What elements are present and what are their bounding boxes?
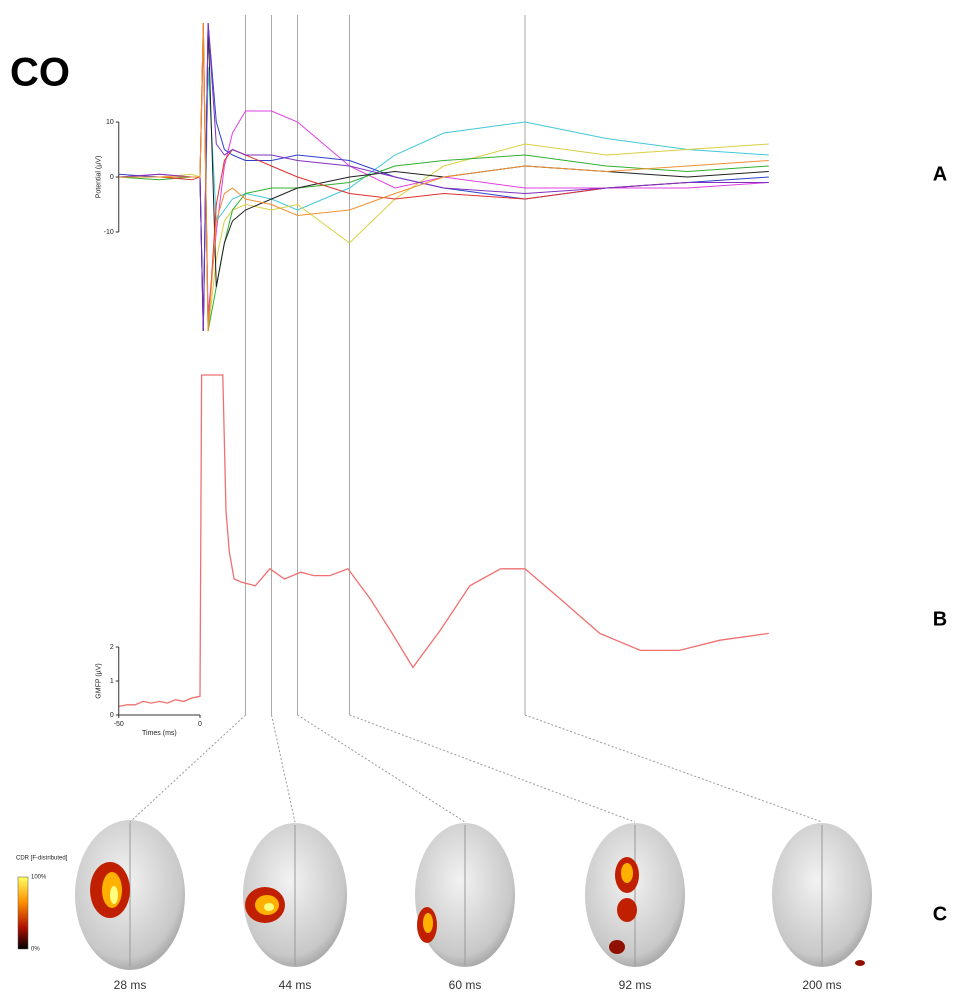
x-tick-label: 0	[198, 721, 202, 728]
brain	[415, 823, 515, 967]
brain-maps	[75, 820, 872, 970]
y-tick-label: 1	[110, 678, 114, 685]
brain	[772, 823, 872, 967]
y-tick-label: 2	[110, 644, 114, 651]
colorbar-label: 100%	[31, 875, 47, 881]
plot-area	[118, 374, 769, 708]
panel-label: C	[933, 903, 947, 925]
marker-connector	[297, 714, 466, 823]
data-line	[118, 374, 769, 708]
colorbar-label: 0%	[31, 947, 40, 953]
colorbar-title: CDR [F-distributed]	[16, 856, 68, 862]
y-tick-label: 0	[110, 174, 114, 181]
marker-connector	[524, 714, 823, 823]
brain	[585, 823, 685, 967]
brain	[243, 823, 347, 967]
brain-time-label: 44 ms	[279, 978, 312, 992]
panel-label: B	[933, 608, 947, 630]
panel-label: A	[933, 163, 947, 185]
plot-area	[118, 22, 769, 332]
y-tick-label: 10	[106, 119, 114, 126]
y-axis-label: Potential (µV)	[96, 156, 103, 199]
brain-time-label: 28 ms	[114, 978, 147, 992]
x-axis-label: Times (ms)	[142, 730, 177, 737]
brain-time-label: 92 ms	[619, 978, 652, 992]
marker-connector	[271, 714, 296, 823]
y-axis-label: GMFP (µV)	[96, 663, 103, 698]
marker-connector	[349, 714, 636, 823]
colorbar	[17, 876, 29, 950]
x-tick-label: -50	[114, 721, 124, 728]
data-line	[118, 22, 769, 332]
y-tick-label: -10	[104, 229, 114, 236]
brain	[75, 820, 185, 970]
y-tick-label: 0	[110, 712, 114, 719]
brain-time-label: 200 ms	[802, 978, 841, 992]
figure-title: CO	[10, 51, 70, 95]
brain-time-label: 60 ms	[449, 978, 482, 992]
data-line	[118, 66, 769, 332]
